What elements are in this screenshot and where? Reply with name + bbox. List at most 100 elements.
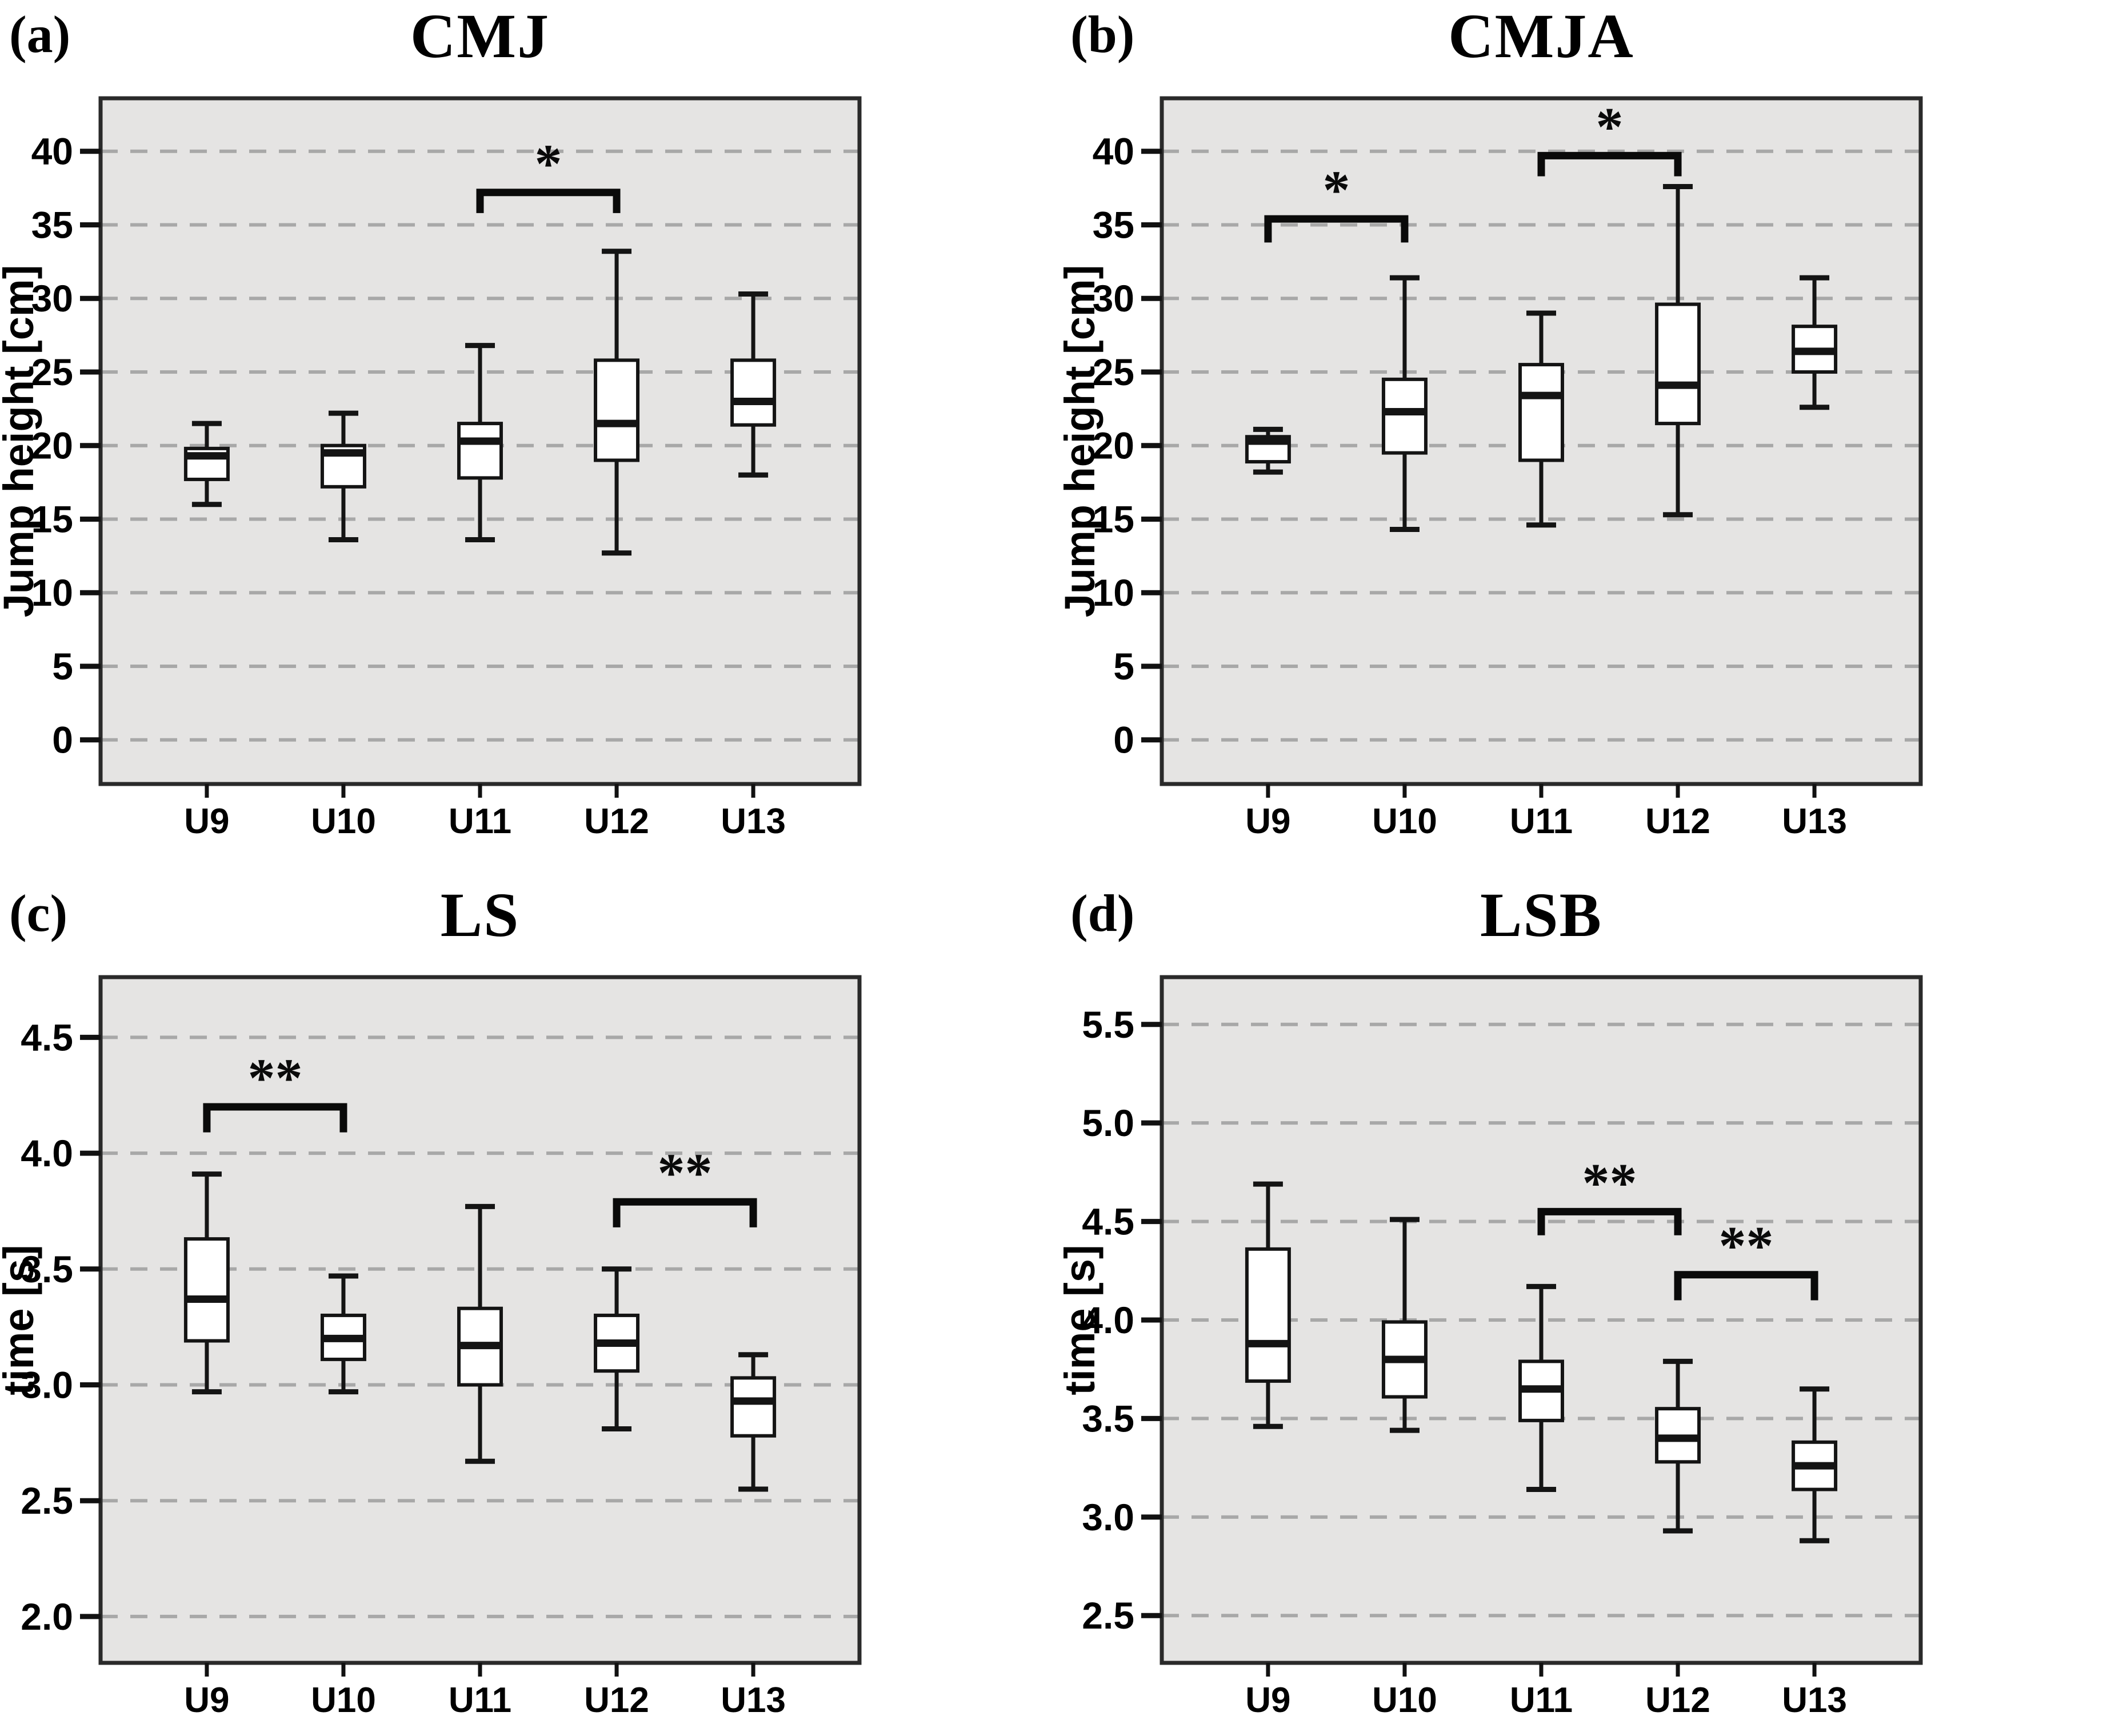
x-tick-label-u10: U10	[311, 802, 376, 841]
iqr-box	[1518, 363, 1564, 462]
y-tick-label: 0	[1113, 719, 1134, 761]
y-tick-label: 3.0	[21, 1364, 73, 1406]
x-tick-label-u10: U10	[1372, 1681, 1437, 1720]
iqr-box	[1245, 1247, 1291, 1383]
y-tick-label: 5.5	[1082, 1003, 1134, 1046]
panel-d-header: (d) LSB	[1061, 879, 2122, 963]
x-axis: U9 U10 U11 U12 U13	[1245, 1663, 1847, 1720]
significance-bracket-u11-u12: *	[476, 133, 621, 213]
iqr-box	[1655, 302, 1701, 426]
y-tick-label: 5.0	[1082, 1102, 1134, 1144]
significance-bracket-u12-u13: **	[613, 1142, 757, 1227]
box-u12	[1655, 1358, 1701, 1534]
iqr-box	[457, 422, 503, 480]
panel-d: (d) LSB 5.5 5.0 4.5 4.0 3.5 3.0 2.5 time [s] U9 U…	[1061, 879, 2122, 1736]
panel-c-header: (c) LS	[0, 879, 1061, 963]
y-tick-label: 4.5	[1082, 1201, 1134, 1243]
box-u11	[1518, 310, 1564, 528]
y-axis: 5.5 5.0 4.5 4.0 3.5 3.0 2.5	[1082, 1003, 1162, 1637]
boxplot-cmja: 40 35 30 25 20 15 10 5 0 Jump height [cm] U9 U10 U11…	[1061, 96, 1923, 841]
iqr-box	[183, 1237, 230, 1343]
y-tick-label: 0	[52, 719, 73, 761]
x-tick-label-u12: U12	[1645, 1681, 1710, 1720]
y-tick-label: 40	[1093, 130, 1134, 173]
significance-label: **	[1582, 1152, 1637, 1213]
box-u9	[183, 1171, 230, 1395]
box-u12	[594, 1266, 640, 1432]
y-tick-label: 25	[1093, 351, 1134, 393]
y-tick-label: 2.0	[21, 1595, 73, 1638]
box-u12	[1655, 184, 1701, 518]
x-tick-label-u13: U13	[721, 802, 786, 841]
x-tick-label-u13: U13	[1782, 1681, 1847, 1720]
y-tick-label: 40	[31, 130, 73, 173]
bracket-line	[1674, 1271, 1818, 1301]
x-tick-label-u12: U12	[1645, 802, 1710, 841]
box-u9	[1245, 426, 1291, 475]
significance-bracket-u12-u13: **	[1674, 1215, 1818, 1301]
significance-label: **	[247, 1047, 302, 1109]
y-tick-label: 30	[1093, 277, 1134, 319]
x-axis: U9 U10 U11 U12 U13	[184, 1663, 786, 1720]
panel-letter-b: (b)	[1070, 5, 1135, 63]
y-tick-label: 20	[31, 425, 73, 467]
x-tick-label-u9: U9	[1245, 802, 1290, 841]
y-tick-label: 20	[1093, 425, 1134, 467]
significance-label: **	[658, 1142, 713, 1203]
iqr-box	[1381, 377, 1428, 455]
boxplot-ls: 4.5 4.0 3.5 3.0 2.5 2.0 time [s] U9 U10 U11 U12 U13…	[0, 975, 862, 1720]
panel-title-cmja: CMJA	[1448, 1, 1634, 71]
y-tick-label: 15	[31, 498, 73, 540]
iqr-box	[594, 358, 640, 462]
x-tick-label-u12: U12	[584, 1681, 649, 1720]
y-tick-label: 5	[1113, 645, 1134, 687]
iqr-box	[730, 1376, 777, 1438]
y-tick-label: 10	[31, 571, 73, 614]
y-tick-label: 4.5	[21, 1016, 73, 1058]
boxplot-lsb: 5.5 5.0 4.5 4.0 3.5 3.0 2.5 time [s] U9 U10 U11 U12…	[1061, 975, 1923, 1720]
panel-b: (b) CMJA 40 35 30 25 20 15 10 5 0 Jump height [cm…	[1061, 0, 2122, 857]
box-u11	[457, 1203, 503, 1464]
panel-a-header: (a) CMJ	[0, 0, 1061, 85]
panel-c: (c) LS 4.5 4.0 3.5 3.0 2.5 2.0 time [s] U9 U10 U1…	[0, 879, 1061, 1736]
panel-letter-d: (d)	[1070, 884, 1135, 942]
bracket-line	[613, 1198, 757, 1227]
y-tick-label: 3.5	[1082, 1397, 1134, 1439]
x-tick-label-u9: U9	[1245, 1681, 1290, 1720]
y-tick-label: 35	[1093, 203, 1134, 246]
x-tick-label-u11: U11	[449, 1681, 511, 1720]
bracket-line	[203, 1103, 347, 1133]
x-tick-label-u13: U13	[721, 1681, 786, 1720]
x-tick-label-u11: U11	[449, 802, 511, 841]
significance-label: **	[1719, 1215, 1774, 1277]
significance-label: *	[535, 133, 562, 194]
y-tick-label: 35	[31, 203, 73, 246]
y-axis-title: time [s]	[0, 1245, 42, 1395]
y-axis: 4.5 4.0 3.5 3.0 2.5 2.0	[21, 1016, 101, 1638]
significance-bracket-u11-u12: **	[1537, 1152, 1682, 1235]
y-axis: 40 35 30 25 20 15 10 5 0	[31, 130, 101, 761]
box-u10	[320, 1273, 366, 1395]
y-tick-label: 3.5	[21, 1248, 73, 1290]
box-u11	[1518, 1283, 1564, 1493]
y-tick-label: 10	[1093, 571, 1134, 614]
box-u13	[1792, 275, 1838, 410]
iqr-box	[730, 358, 777, 427]
significance-label: *	[1596, 96, 1624, 157]
box-u13	[730, 1352, 777, 1492]
x-tick-label-u9: U9	[184, 802, 229, 841]
x-tick-label-u9: U9	[184, 1681, 229, 1720]
gridlines	[1162, 1022, 1921, 1618]
bracket-line	[1537, 151, 1682, 177]
panel-b-header: (b) CMJA	[1061, 0, 2122, 85]
x-axis: U9 U10 U11 U12 U13	[1245, 784, 1847, 841]
y-tick-label: 3.0	[1082, 1496, 1134, 1538]
y-axis-title: Jump height [cm]	[1061, 265, 1104, 618]
panel-a: (a) CMJ 40 35 30 25 20 15 10 5 0 Jump height [cm]…	[0, 0, 1061, 857]
box-u10	[320, 410, 366, 543]
y-tick-label: 5	[52, 645, 73, 687]
x-tick-label-u12: U12	[584, 802, 649, 841]
y-tick-label: 2.5	[1082, 1594, 1134, 1637]
box-u11	[457, 343, 503, 543]
